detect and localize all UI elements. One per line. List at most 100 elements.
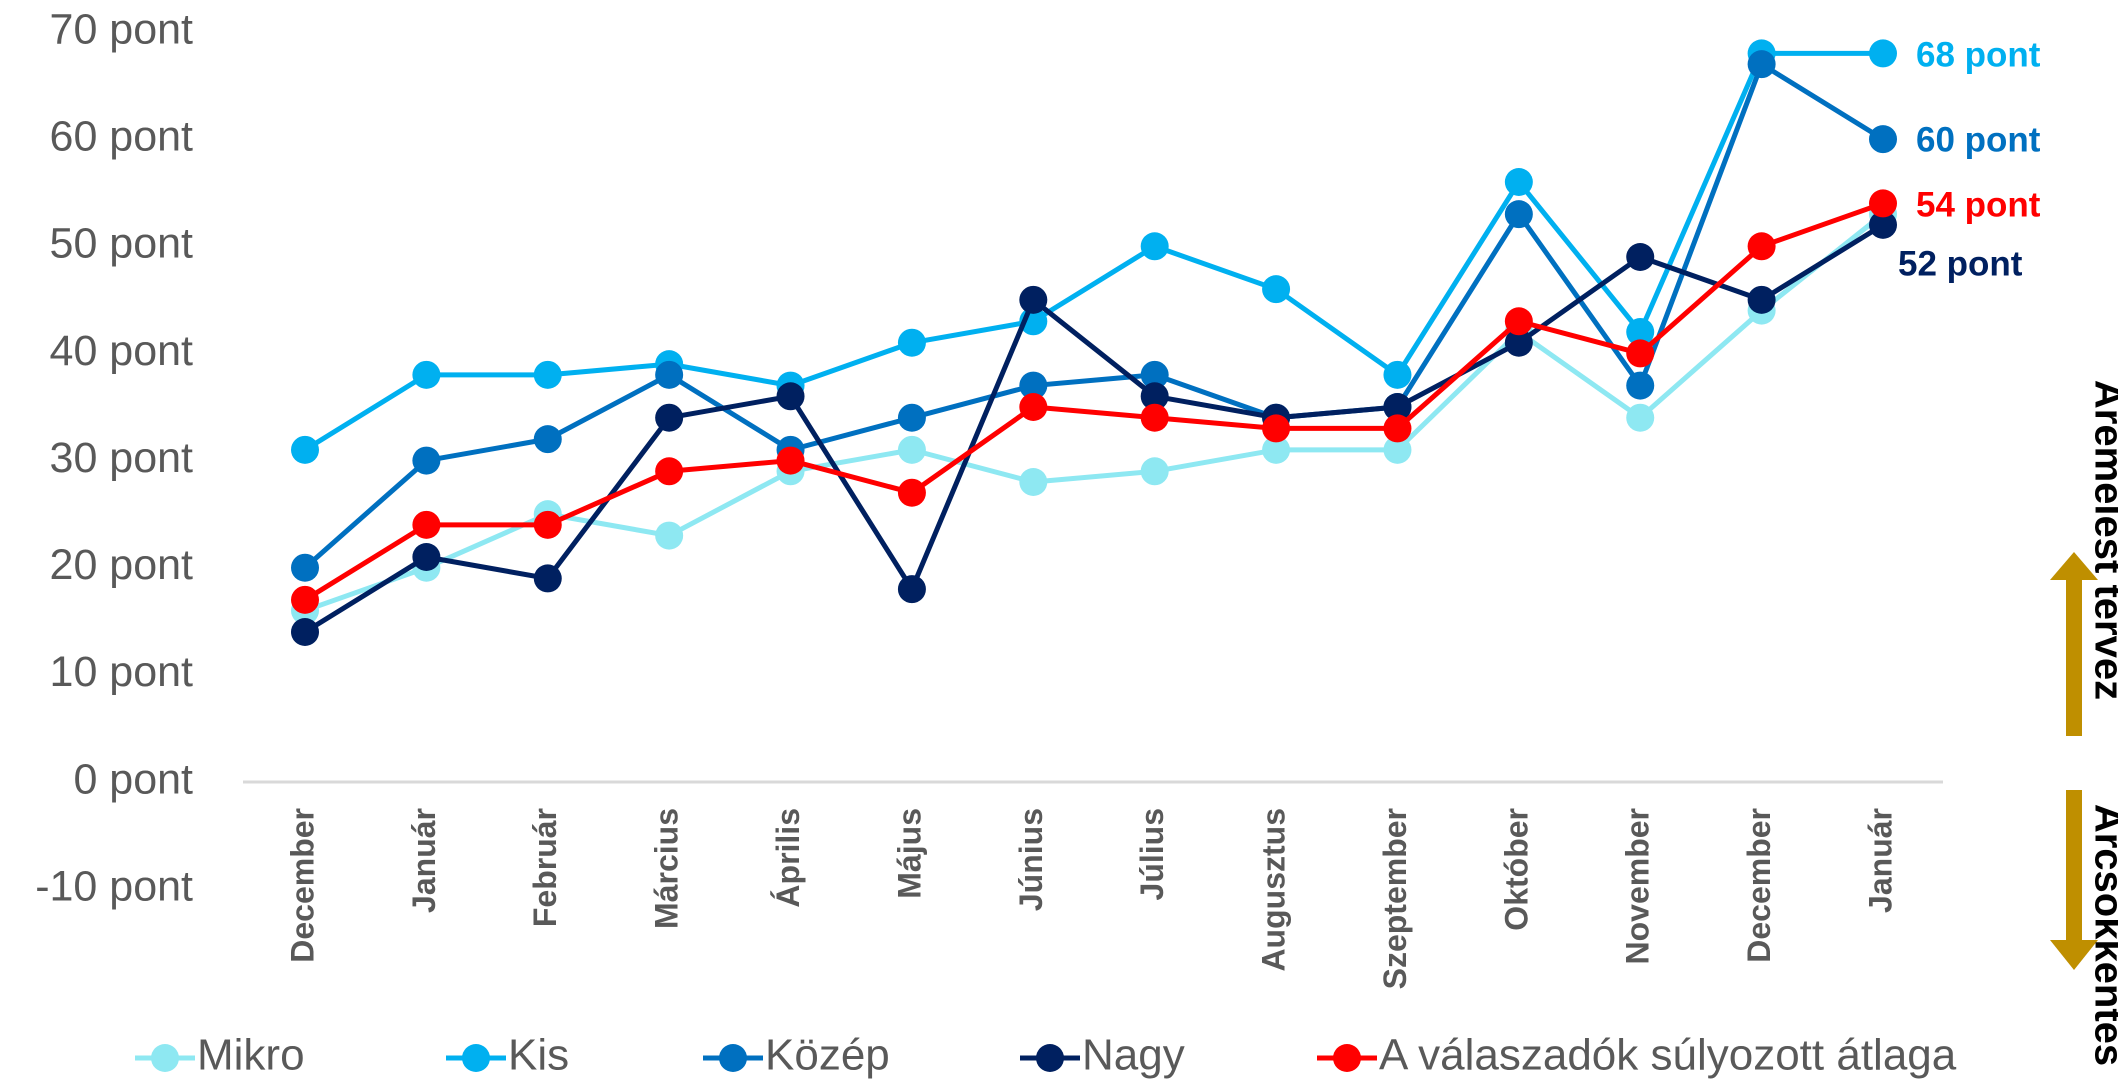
- x-tick-label: Szeptember: [1377, 808, 1413, 989]
- data-point: [897, 435, 926, 464]
- value-label: 54 pont: [1916, 185, 2041, 224]
- data-point: [1019, 371, 1048, 400]
- data-point: [655, 521, 684, 550]
- x-tick-label: Március: [649, 808, 685, 929]
- value-label: 68 pont: [1916, 35, 2041, 74]
- side-arrows: [2050, 552, 2098, 970]
- data-point: [412, 543, 441, 571]
- series-line: [303, 222, 1885, 635]
- data-point: [533, 564, 562, 593]
- data-point: [1383, 360, 1412, 389]
- data-point: [412, 360, 441, 389]
- y-tick-label: 30 pont: [50, 434, 194, 482]
- legend-marker: [462, 1044, 490, 1072]
- data-point: [1262, 414, 1291, 443]
- y-tick-label: 10 pont: [50, 648, 194, 696]
- data-point: [1747, 232, 1776, 261]
- x-tick-label: Január: [406, 808, 442, 913]
- annotation-raise: Áremelést tervez: [2086, 380, 2118, 700]
- y-tick-label: 50 pont: [50, 220, 194, 268]
- x-tick-label: Július: [1134, 808, 1170, 900]
- x-tick-label: Október: [1498, 808, 1534, 931]
- data-point: [1140, 232, 1169, 261]
- series-line: [303, 201, 1884, 602]
- down-arrow-head: [2050, 940, 2098, 970]
- data-point: [291, 618, 319, 646]
- data-point: [655, 403, 684, 432]
- data-point: [1504, 307, 1533, 336]
- legend-label: Kis: [508, 1031, 569, 1080]
- legend-label: Nagy: [1082, 1031, 1185, 1080]
- data-point: [1019, 285, 1048, 314]
- data-point: [1262, 275, 1291, 304]
- data-point: [897, 575, 926, 604]
- value-label: 60 pont: [1916, 120, 2041, 159]
- data-point: [655, 457, 684, 486]
- data-point: [1869, 189, 1897, 218]
- down-arrow-shaft: [2066, 790, 2082, 940]
- x-tick-label: December: [284, 808, 320, 963]
- data-point: [291, 585, 319, 614]
- x-tick-label: Február: [527, 808, 563, 927]
- data-point: [1626, 339, 1655, 368]
- data-point: [1383, 435, 1412, 464]
- data-point: [533, 360, 562, 389]
- series-line: [303, 50, 1883, 452]
- legend-marker: [151, 1044, 179, 1072]
- y-tick-label: 60 pont: [50, 113, 194, 161]
- data-point: [1747, 285, 1776, 314]
- data-point: [1626, 318, 1655, 346]
- data-point: [533, 510, 562, 539]
- data-point: [1504, 200, 1533, 229]
- up-arrow-head: [2050, 552, 2098, 580]
- data-point: [1019, 393, 1048, 421]
- data-point: [412, 446, 441, 475]
- annotation-cut: Árcsökkentés: [2086, 804, 2118, 1066]
- x-tick-label: Június: [1013, 808, 1049, 911]
- data-point: [776, 382, 805, 411]
- legend-label: A válaszadók súlyozott átlaga: [1379, 1031, 1957, 1080]
- x-tick-label: December: [1741, 808, 1777, 963]
- x-tick-label: Április: [770, 808, 806, 908]
- data-point: [776, 446, 805, 475]
- data-point: [1747, 50, 1776, 79]
- y-tick-label: 0 pont: [73, 755, 193, 803]
- data-point: [291, 435, 319, 464]
- legend-marker: [719, 1044, 747, 1072]
- x-tick-label: Május: [891, 808, 927, 899]
- y-tick-label: 20 pont: [50, 541, 194, 589]
- x-tick-label: Augusztus: [1256, 808, 1292, 972]
- y-tick-label: 70 pont: [50, 5, 194, 53]
- data-point: [1140, 382, 1169, 411]
- data-point: [1626, 403, 1655, 432]
- series-line: [303, 61, 1885, 570]
- legend-marker: [1333, 1044, 1361, 1072]
- data-point: [1869, 210, 1897, 239]
- data-point: [1019, 468, 1048, 496]
- data-point: [897, 403, 926, 432]
- y-tick-label: -10 pont: [35, 863, 193, 911]
- data-point: [655, 360, 684, 389]
- y-tick-label: 40 pont: [50, 327, 194, 375]
- data-point: [1869, 125, 1897, 154]
- x-tick-label: November: [1620, 808, 1656, 965]
- data-point: [1140, 360, 1169, 389]
- data-point: [412, 510, 441, 539]
- x-tick-label: Január: [1862, 808, 1898, 913]
- value-label: 52 pont: [1898, 244, 2023, 283]
- legend-label: Mikro: [197, 1031, 305, 1080]
- data-point: [1626, 371, 1655, 400]
- data-point: [1383, 414, 1412, 443]
- data-point: [291, 553, 319, 582]
- data-point: [1262, 435, 1291, 464]
- up-arrow-shaft: [2066, 578, 2082, 736]
- data-point: [1626, 243, 1655, 271]
- data-point: [533, 425, 562, 454]
- data-point: [1504, 168, 1533, 196]
- data-point: [1140, 403, 1169, 432]
- data-point: [897, 478, 926, 507]
- data-point: [897, 328, 926, 357]
- data-point: [1504, 328, 1533, 357]
